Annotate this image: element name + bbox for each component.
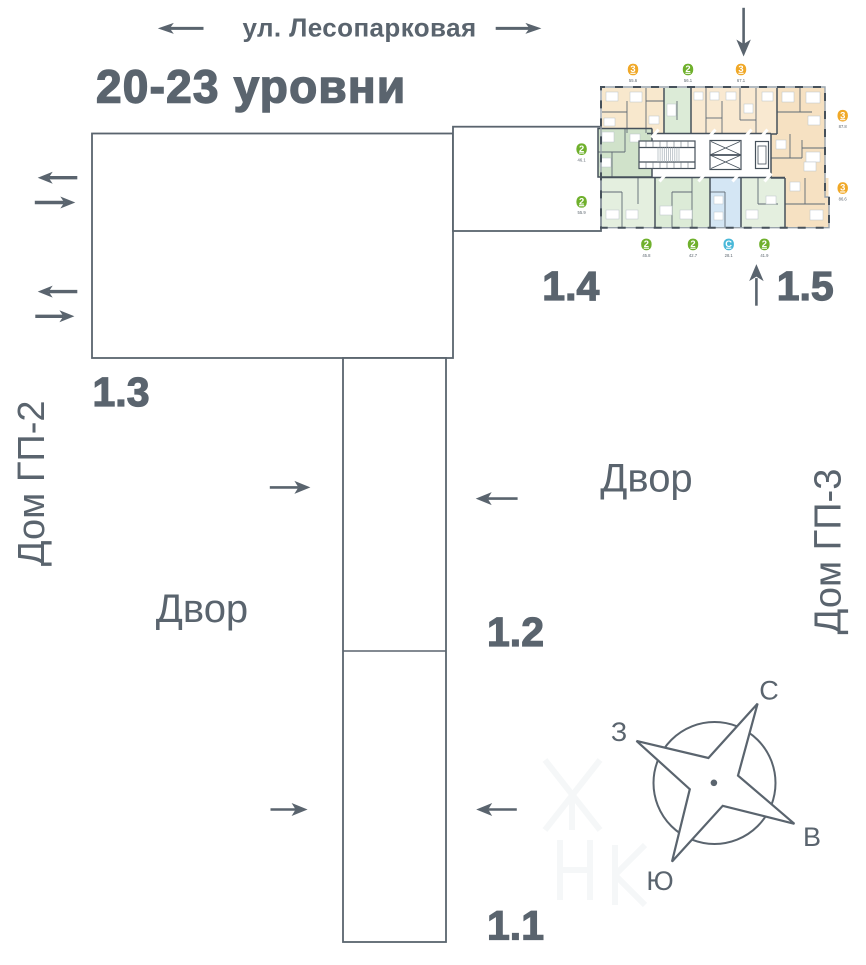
- svg-text:20-23 уровни: 20-23 уровни: [96, 61, 406, 113]
- svg-text:2: 2: [644, 238, 649, 249]
- svg-text:45.8: 45.8: [642, 253, 651, 258]
- svg-text:Дом ГП-2: Дом ГП-2: [11, 400, 53, 566]
- svg-text:2: 2: [579, 195, 584, 206]
- svg-text:2: 2: [762, 238, 767, 249]
- svg-text:1.5: 1.5: [777, 263, 834, 309]
- svg-text:Двор: Двор: [600, 457, 692, 501]
- svg-text:41.9: 41.9: [760, 253, 769, 258]
- svg-text:1.1: 1.1: [487, 903, 544, 949]
- svg-text:28.1: 28.1: [725, 253, 734, 258]
- svg-text:Ю: Ю: [646, 866, 673, 896]
- svg-text:З: З: [611, 717, 627, 747]
- svg-text:56.1: 56.1: [684, 78, 693, 83]
- svg-text:С: С: [725, 238, 732, 249]
- svg-text:1.3: 1.3: [93, 369, 150, 415]
- svg-text:3: 3: [840, 109, 845, 120]
- svg-text:1.4: 1.4: [542, 263, 599, 309]
- svg-text:3: 3: [840, 182, 845, 193]
- svg-text:2: 2: [685, 63, 690, 74]
- svg-text:55.6: 55.6: [629, 78, 638, 83]
- svg-text:55.9: 55.9: [578, 210, 587, 215]
- svg-text:87.8: 87.8: [839, 124, 848, 129]
- svg-text:1.2: 1.2: [487, 609, 544, 655]
- svg-text:В: В: [803, 822, 821, 852]
- svg-text:2: 2: [579, 143, 584, 154]
- svg-text:86.6: 86.6: [839, 197, 848, 202]
- svg-text:ул. Лесопарковая: ул. Лесопарковая: [242, 13, 476, 43]
- svg-text:С: С: [759, 676, 779, 706]
- svg-text:3: 3: [738, 63, 743, 74]
- svg-text:42.7: 42.7: [689, 253, 698, 258]
- svg-text:46.1: 46.1: [578, 158, 587, 163]
- svg-text:Дом ГП-3: Дом ГП-3: [808, 469, 850, 635]
- svg-text:67.1: 67.1: [737, 78, 746, 83]
- svg-text:2: 2: [690, 238, 695, 249]
- svg-text:3: 3: [630, 63, 635, 74]
- svg-text:Двор: Двор: [156, 587, 248, 631]
